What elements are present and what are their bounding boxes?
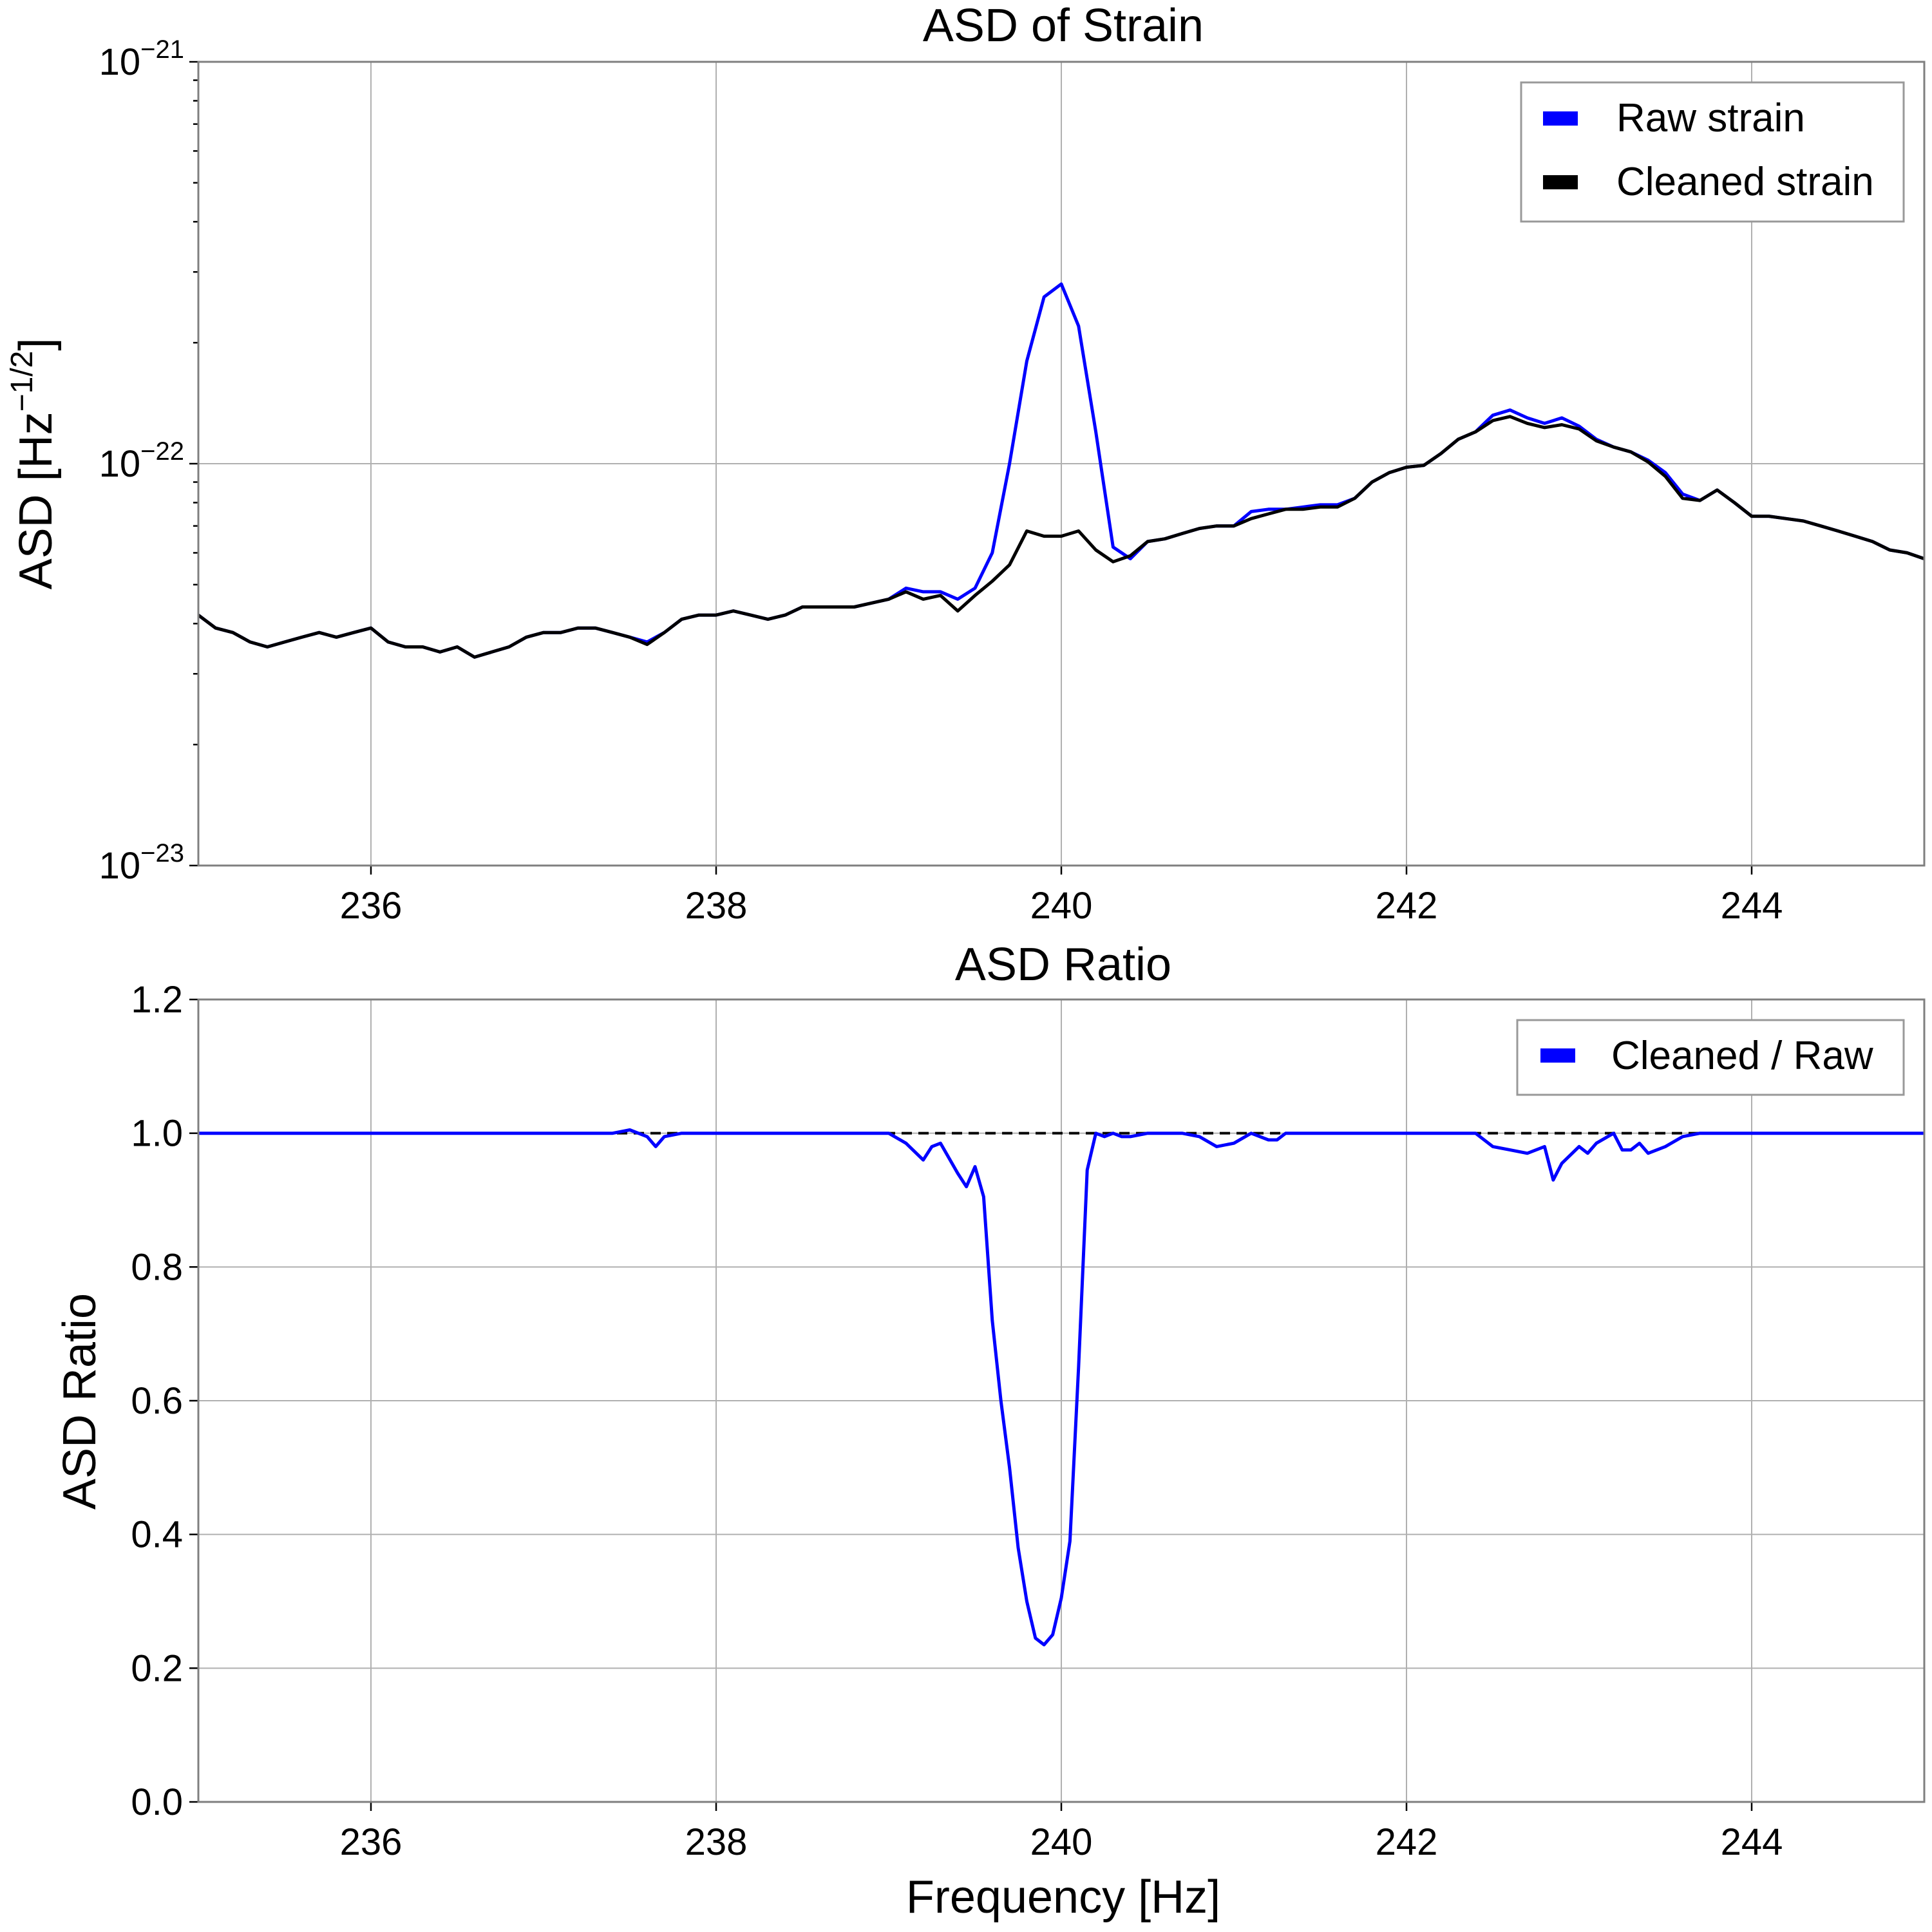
asd-strain-title: ASD of Strain xyxy=(923,0,1204,52)
frequency-x-axis-label: Frequency [Hz] xyxy=(906,1871,1220,1923)
asd-ratio-series xyxy=(198,1128,1924,1647)
asd-ratio-x-tick-label: 240 xyxy=(1030,1821,1093,1863)
asd-strain-y-axis-label: ASD [Hz−1/2] xyxy=(5,338,62,590)
raw-strain-legend-swatch xyxy=(1543,111,1578,126)
cleaned-raw-legend-swatch xyxy=(1540,1048,1575,1063)
asd-ratio-ticks xyxy=(189,998,1753,1811)
asd-ratio-y-tick-label: 0.8 xyxy=(131,1246,183,1288)
asd-strain-x-tick-label: 240 xyxy=(1030,885,1093,927)
asd-strain-y-tick-labels: 10−21 10−22 10−23 xyxy=(99,35,184,887)
asd-strain-legend: Raw strain Cleaned strain xyxy=(1520,81,1905,223)
asd-ratio-legend-box xyxy=(1516,1019,1905,1096)
asd-strain-y-tick-label: 10−22 xyxy=(99,437,184,485)
asd-strain-panel: ASD of Strain 236 238 240 242 244 10−21 10−22… xyxy=(5,0,1926,927)
asd-strain-legend-box xyxy=(1520,81,1905,223)
cleaned-raw-legend-label: Cleaned / Raw xyxy=(1611,1034,1873,1078)
asd-ratio-x-tick-label: 238 xyxy=(685,1821,748,1863)
asd-ratio-y-tick-label: 1.0 xyxy=(131,1113,183,1155)
asd-strain-x-tick-label: 236 xyxy=(340,885,402,927)
asd-ratio-x-tick-label: 242 xyxy=(1376,1821,1438,1863)
asd-strain-x-tick-labels: 236 238 240 242 244 xyxy=(340,885,1783,927)
asd-ratio-axes-frame xyxy=(197,998,1926,1803)
asd-ratio-y-tick-label: 0.4 xyxy=(131,1514,183,1556)
asd-ratio-y-tick-label: 0.2 xyxy=(131,1647,183,1689)
asd-strain-y-tick-label: 10−23 xyxy=(99,839,184,887)
cleaned-strain-line xyxy=(197,415,1925,659)
asd-ratio-x-tick-label: 244 xyxy=(1721,1821,1783,1863)
raw-strain-legend-label: Raw strain xyxy=(1616,96,1805,140)
asd-strain-x-tick-label: 238 xyxy=(685,885,748,927)
asd-strain-series xyxy=(197,282,1925,659)
asd-ratio-y-tick-labels: 0.0 0.2 0.4 0.6 0.8 1.0 1.2 xyxy=(131,979,183,1823)
asd-strain-axes-frame xyxy=(197,61,1926,867)
cleaned-strain-legend-swatch xyxy=(1543,175,1578,189)
asd-ratio-y-tick-label: 1.2 xyxy=(131,979,183,1021)
asd-ratio-y-tick-label: 0.6 xyxy=(131,1380,183,1422)
asd-strain-x-tick-label: 244 xyxy=(1721,885,1783,927)
asd-ratio-legend: Cleaned / Raw xyxy=(1516,1019,1905,1096)
asd-ratio-y-tick-label: 0.0 xyxy=(131,1781,183,1823)
asd-ratio-y-axis-label: ASD Ratio xyxy=(54,1293,106,1510)
asd-ratio-panel: ASD Ratio 236 238 240 242 244 0.00.20.40.60.… xyxy=(54,939,1926,1923)
asd-ratio-x-tick-labels: 236 238 240 242 244 xyxy=(340,1821,1783,1863)
asd-ratio-title: ASD Ratio xyxy=(955,939,1171,990)
asd-strain-y-tick-label: 10−21 xyxy=(99,35,184,83)
asd-strain-x-tick-label: 242 xyxy=(1376,885,1438,927)
cleaned-strain-legend-label: Cleaned strain xyxy=(1616,160,1874,204)
asd-ratio-x-tick-label: 236 xyxy=(340,1821,402,1863)
cleaned-raw-ratio-line xyxy=(198,1128,1924,1647)
